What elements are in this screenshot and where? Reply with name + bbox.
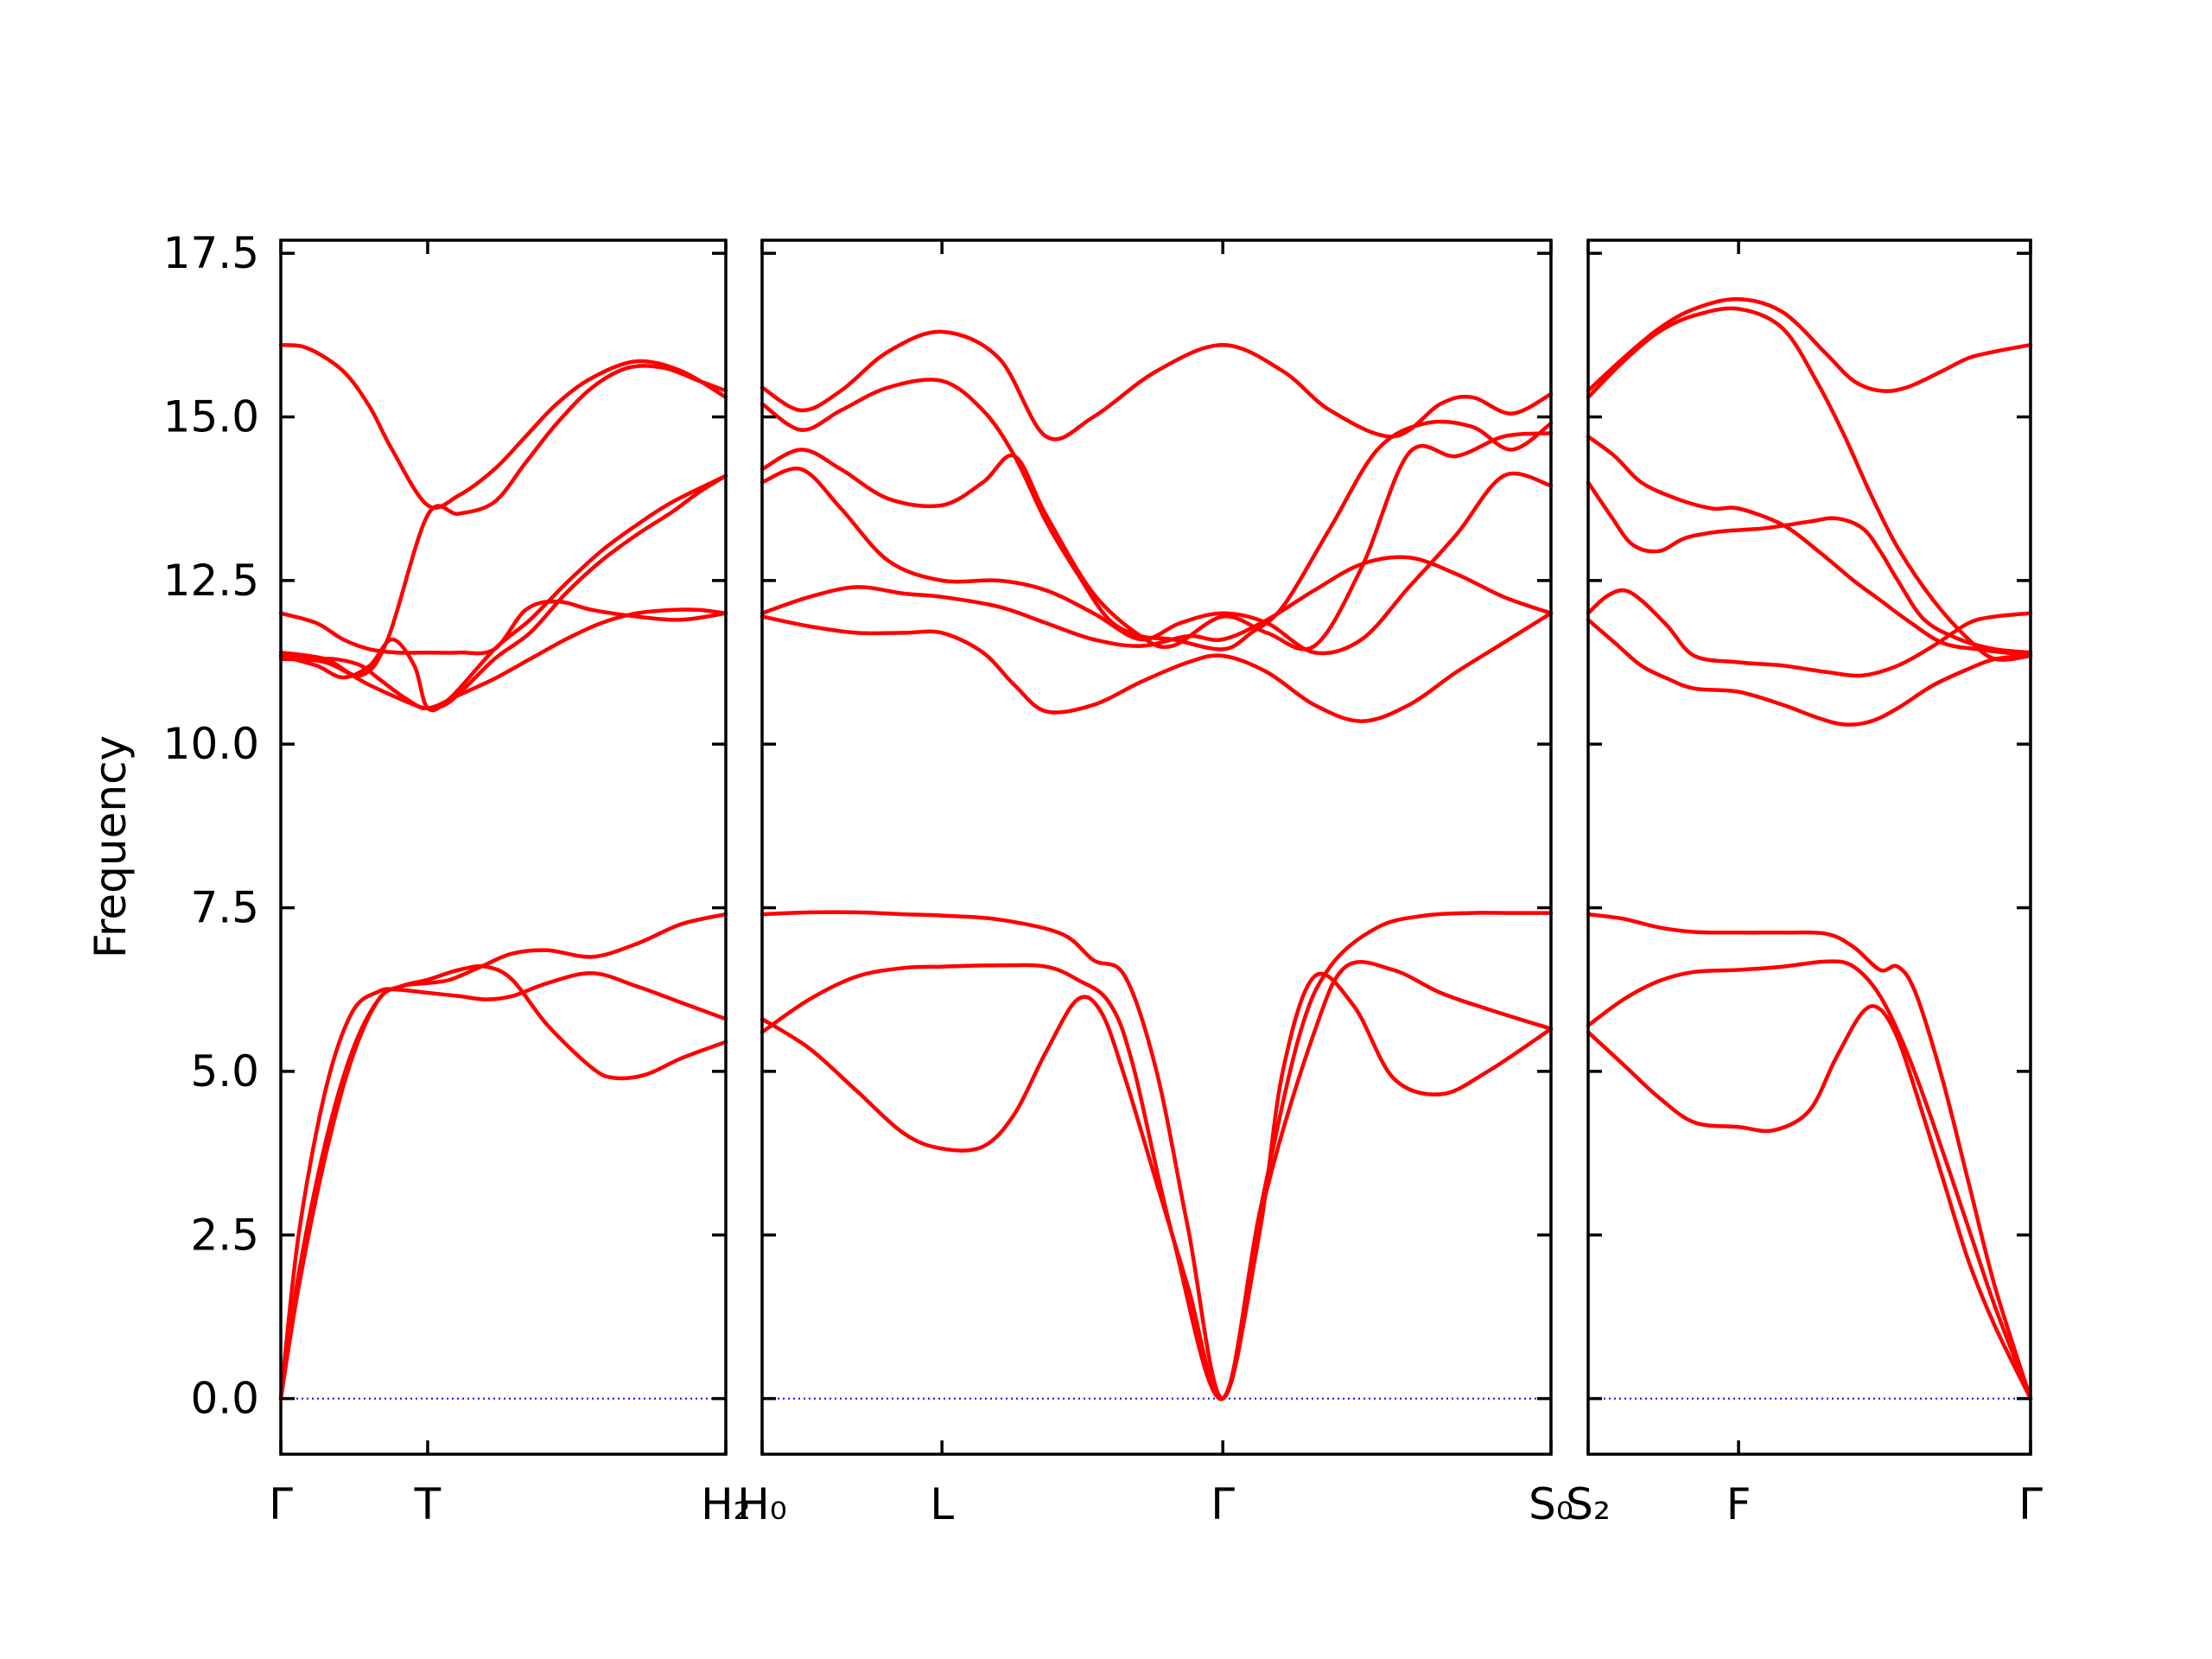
- band-line: [278, 474, 728, 713]
- y-axis-label: Frequency: [86, 735, 136, 958]
- x-tick-label: L: [930, 1479, 954, 1529]
- y-tick-label: 2.5: [190, 1210, 259, 1260]
- x-tick-label: H₂: [701, 1479, 751, 1529]
- y-tick-label: 7.5: [190, 883, 259, 933]
- band-line: [760, 555, 1554, 648]
- band-line: [1586, 588, 2033, 678]
- band-line: [278, 912, 728, 1401]
- x-tick-label: F: [1726, 1479, 1751, 1529]
- band-line: [760, 466, 1554, 656]
- y-tick-label: 5.0: [190, 1046, 259, 1096]
- panel-frame: [279, 238, 728, 1456]
- band-line: [1586, 306, 2033, 662]
- band-line: [760, 910, 1554, 1401]
- x-tick-label: S₀: [1529, 1479, 1573, 1529]
- band-line: [1586, 1004, 2033, 1401]
- y-tick-label: 12.5: [163, 556, 259, 606]
- panel-2: H₀ L Γ S₀: [737, 238, 1573, 1529]
- x-tick-label: Γ: [2018, 1479, 2043, 1529]
- x-tick-label: T: [414, 1479, 442, 1529]
- band-line: [278, 971, 728, 1401]
- band-line: [760, 611, 1554, 723]
- band-line: [1586, 434, 2033, 658]
- y-tick-label: 10.0: [163, 719, 259, 769]
- panel-1: Γ T H₂: [269, 238, 751, 1529]
- band-line: [278, 364, 728, 678]
- band-line: [1586, 912, 2033, 1401]
- panel-frame: [760, 238, 1553, 1456]
- y-tick-label: 0.0: [190, 1374, 259, 1424]
- panel-3: S₂ F Γ: [1566, 238, 2043, 1529]
- band-line: [1586, 959, 2033, 1401]
- x-tick-label: Γ: [269, 1479, 293, 1529]
- band-line: [1586, 480, 2033, 655]
- band-line: [278, 474, 728, 711]
- band-line: [278, 599, 728, 656]
- band-line: [278, 963, 728, 1401]
- band-line: [1586, 296, 2033, 393]
- y-tick-label: 15.0: [163, 392, 259, 442]
- band-line: [760, 971, 1554, 1402]
- y-tick-label: 17.5: [163, 228, 259, 278]
- y-tick-labels: 0.0 2.5 5.0 7.5 10.0 12.5 15.0 17.5: [163, 228, 259, 1423]
- band-line: [1586, 618, 2033, 727]
- band-line: [760, 329, 1554, 442]
- x-tick-label: Γ: [1211, 1479, 1235, 1529]
- band-line: [278, 607, 728, 710]
- band-line: [278, 342, 728, 510]
- x-tick-label: H₀: [737, 1479, 787, 1529]
- x-tick-label: S₂: [1566, 1479, 1611, 1529]
- panel-frame: [1586, 238, 2032, 1456]
